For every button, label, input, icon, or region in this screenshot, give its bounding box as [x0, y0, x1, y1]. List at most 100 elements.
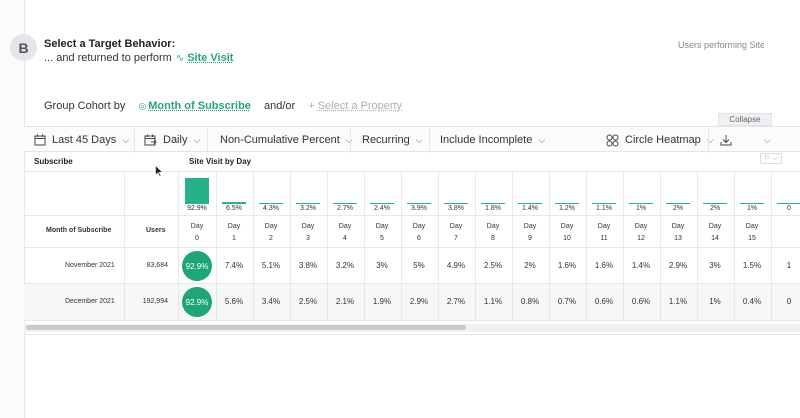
day-column-header[interactable]: Day 8 [475, 221, 511, 245]
summary-bar-label: 3.2% [300, 205, 316, 212]
table-cell[interactable]: 3.2% [335, 261, 355, 270]
more-options-button[interactable]: ⌵ [758, 127, 771, 153]
day-column-header[interactable]: Day 14 [697, 221, 733, 245]
day-column-header[interactable]: Day 5 [364, 221, 400, 245]
table-cell[interactable]: 2.5% [298, 297, 318, 306]
month-column-header: Month of Subscribe [46, 227, 112, 234]
table-cell[interactable]: 1 [786, 261, 792, 270]
chevron-down-icon: ⌵ [346, 135, 353, 146]
mode-dropdown[interactable]: Recurring ⌵ [362, 127, 423, 153]
calendar-arrow-icon [144, 134, 157, 146]
table-cell[interactable]: 0.6% [594, 297, 614, 306]
day-column-header[interactable]: Day 7 [438, 221, 474, 245]
day-column-header[interactable]: Day 6 [401, 221, 437, 245]
day-column-header[interactable]: Day 3 [290, 221, 326, 245]
table-cell[interactable]: 1.5% [742, 261, 762, 270]
table-cell[interactable]: 1.9% [372, 297, 392, 306]
table-cell[interactable]: 5.6% [224, 297, 244, 306]
table-cell[interactable]: 3.4% [261, 297, 281, 306]
event-link-site-visit[interactable]: Site Visit [187, 52, 234, 64]
day-column-header[interactable]: Day 1 [216, 221, 252, 245]
day-column-header[interactable]: Day 15 [734, 221, 770, 245]
main-panel [24, 0, 800, 418]
day-header-word: Day [634, 223, 648, 230]
table-cell[interactable]: 1.4% [631, 261, 651, 270]
table-cell[interactable]: 3% [376, 261, 388, 270]
table-cell[interactable]: 1.1% [668, 297, 688, 306]
summary-bar-day-15 [740, 203, 764, 204]
summary-bar-day-14 [703, 203, 727, 204]
measure-label: Non-Cumulative Percent [220, 134, 340, 146]
table-cell[interactable]: 3% [709, 261, 721, 270]
summary-bar-label: 1% [746, 205, 758, 212]
scrollbar-thumb[interactable] [26, 325, 466, 330]
table-cell[interactable]: 0.8% [520, 297, 540, 306]
table-cell[interactable]: 1.6% [557, 261, 577, 270]
heatmap-circle[interactable]: 92.9% [182, 251, 212, 281]
day-header-word: Day [190, 223, 204, 230]
table-cell[interactable]: 5% [413, 261, 425, 270]
table-cell[interactable]: 3.8% [298, 261, 318, 270]
summary-bar-label: 1.2% [559, 205, 575, 212]
table-cell[interactable]: 2.1% [335, 297, 355, 306]
summary-bar-label: 1.4% [522, 205, 538, 212]
group-property-link[interactable]: Month of Subscribe [148, 100, 251, 112]
day-column-header[interactable]: Day 13 [660, 221, 696, 245]
table-cell[interactable]: 1.1% [483, 297, 503, 306]
summary-bar-day-4 [333, 203, 357, 204]
horizontal-scrollbar[interactable] [24, 324, 800, 332]
table-cell[interactable]: 5.1% [261, 261, 281, 270]
heatmap-circle[interactable]: 92.9% [182, 287, 212, 317]
summary-bar-day-10 [555, 203, 579, 204]
table-cell[interactable]: 1.6% [594, 261, 614, 270]
date-range-dropdown[interactable]: Last 45 Days ⌵ [34, 127, 129, 153]
day-column-header[interactable]: Day 2 [253, 221, 289, 245]
table-cell[interactable]: 1% [709, 297, 721, 306]
summary-bar-day-8 [481, 203, 505, 204]
summary-bar-label: 3.9% [411, 205, 427, 212]
day-header-number: 10 [563, 235, 571, 242]
day-header-number: 0 [195, 235, 199, 242]
measure-dropdown[interactable]: Non-Cumulative Percent ⌵ [220, 127, 353, 153]
group-label: Group Cohort by [44, 100, 126, 112]
table-cell[interactable]: 4.9% [446, 261, 466, 270]
summary-bar-label: 2.7% [337, 205, 353, 212]
summary-bar-label: 3.8% [448, 205, 464, 212]
day-header-word: Day [449, 223, 463, 230]
row-users-count: 83,684 [146, 262, 168, 269]
collapse-button[interactable]: Collapse [718, 113, 772, 126]
table-cell[interactable]: 2% [524, 261, 536, 270]
table-cell[interactable]: 0 [786, 297, 792, 306]
table-cell[interactable]: 2.5% [483, 261, 503, 270]
day-column-header[interactable]: Day 11 [586, 221, 622, 245]
table-cell[interactable]: 0.7% [557, 297, 577, 306]
day-column-header[interactable]: Day 4 [327, 221, 363, 245]
summary-bar-label: 6.5% [226, 205, 242, 212]
table-cell[interactable]: 0.4% [742, 297, 762, 306]
day-column-header[interactable]: Day 10 [549, 221, 585, 245]
flag-icon[interactable]: ⚐ ⌵ [760, 153, 782, 164]
table-cell[interactable]: 7.4% [224, 261, 244, 270]
day-column-header[interactable]: Day 9 [512, 221, 548, 245]
interval-dropdown[interactable]: Daily ⌵ [144, 127, 200, 153]
table-cell[interactable]: 0.6% [631, 297, 651, 306]
incomplete-dropdown[interactable]: Include Incomplete ⌵ [440, 127, 545, 153]
chevron-down-icon: ⌵ [122, 134, 130, 145]
day-header-number: 8 [491, 235, 495, 242]
step-badge: B [10, 34, 37, 61]
divider [24, 334, 800, 335]
day-header-word: Day [523, 223, 537, 230]
download-button[interactable] [720, 127, 732, 153]
visualization-dropdown[interactable]: Circle Heatmap ⌵ [606, 127, 714, 153]
day-column-header[interactable]: Day 0 [179, 221, 215, 245]
table-cell[interactable]: 2.9% [668, 261, 688, 270]
chevron-down-icon: ⌵ [415, 134, 423, 145]
day-header-number: 5 [380, 235, 384, 242]
table-cell[interactable]: 2.7% [446, 297, 466, 306]
table-cell[interactable]: 2.9% [409, 297, 429, 306]
day-column-header[interactable]: Day 12 [623, 221, 659, 245]
day-header-word: Day [597, 223, 611, 230]
day-header-number: 14 [711, 235, 719, 242]
summary-bar-label: 4.3% [263, 205, 279, 212]
select-property-link[interactable]: Select a Property [317, 100, 403, 112]
